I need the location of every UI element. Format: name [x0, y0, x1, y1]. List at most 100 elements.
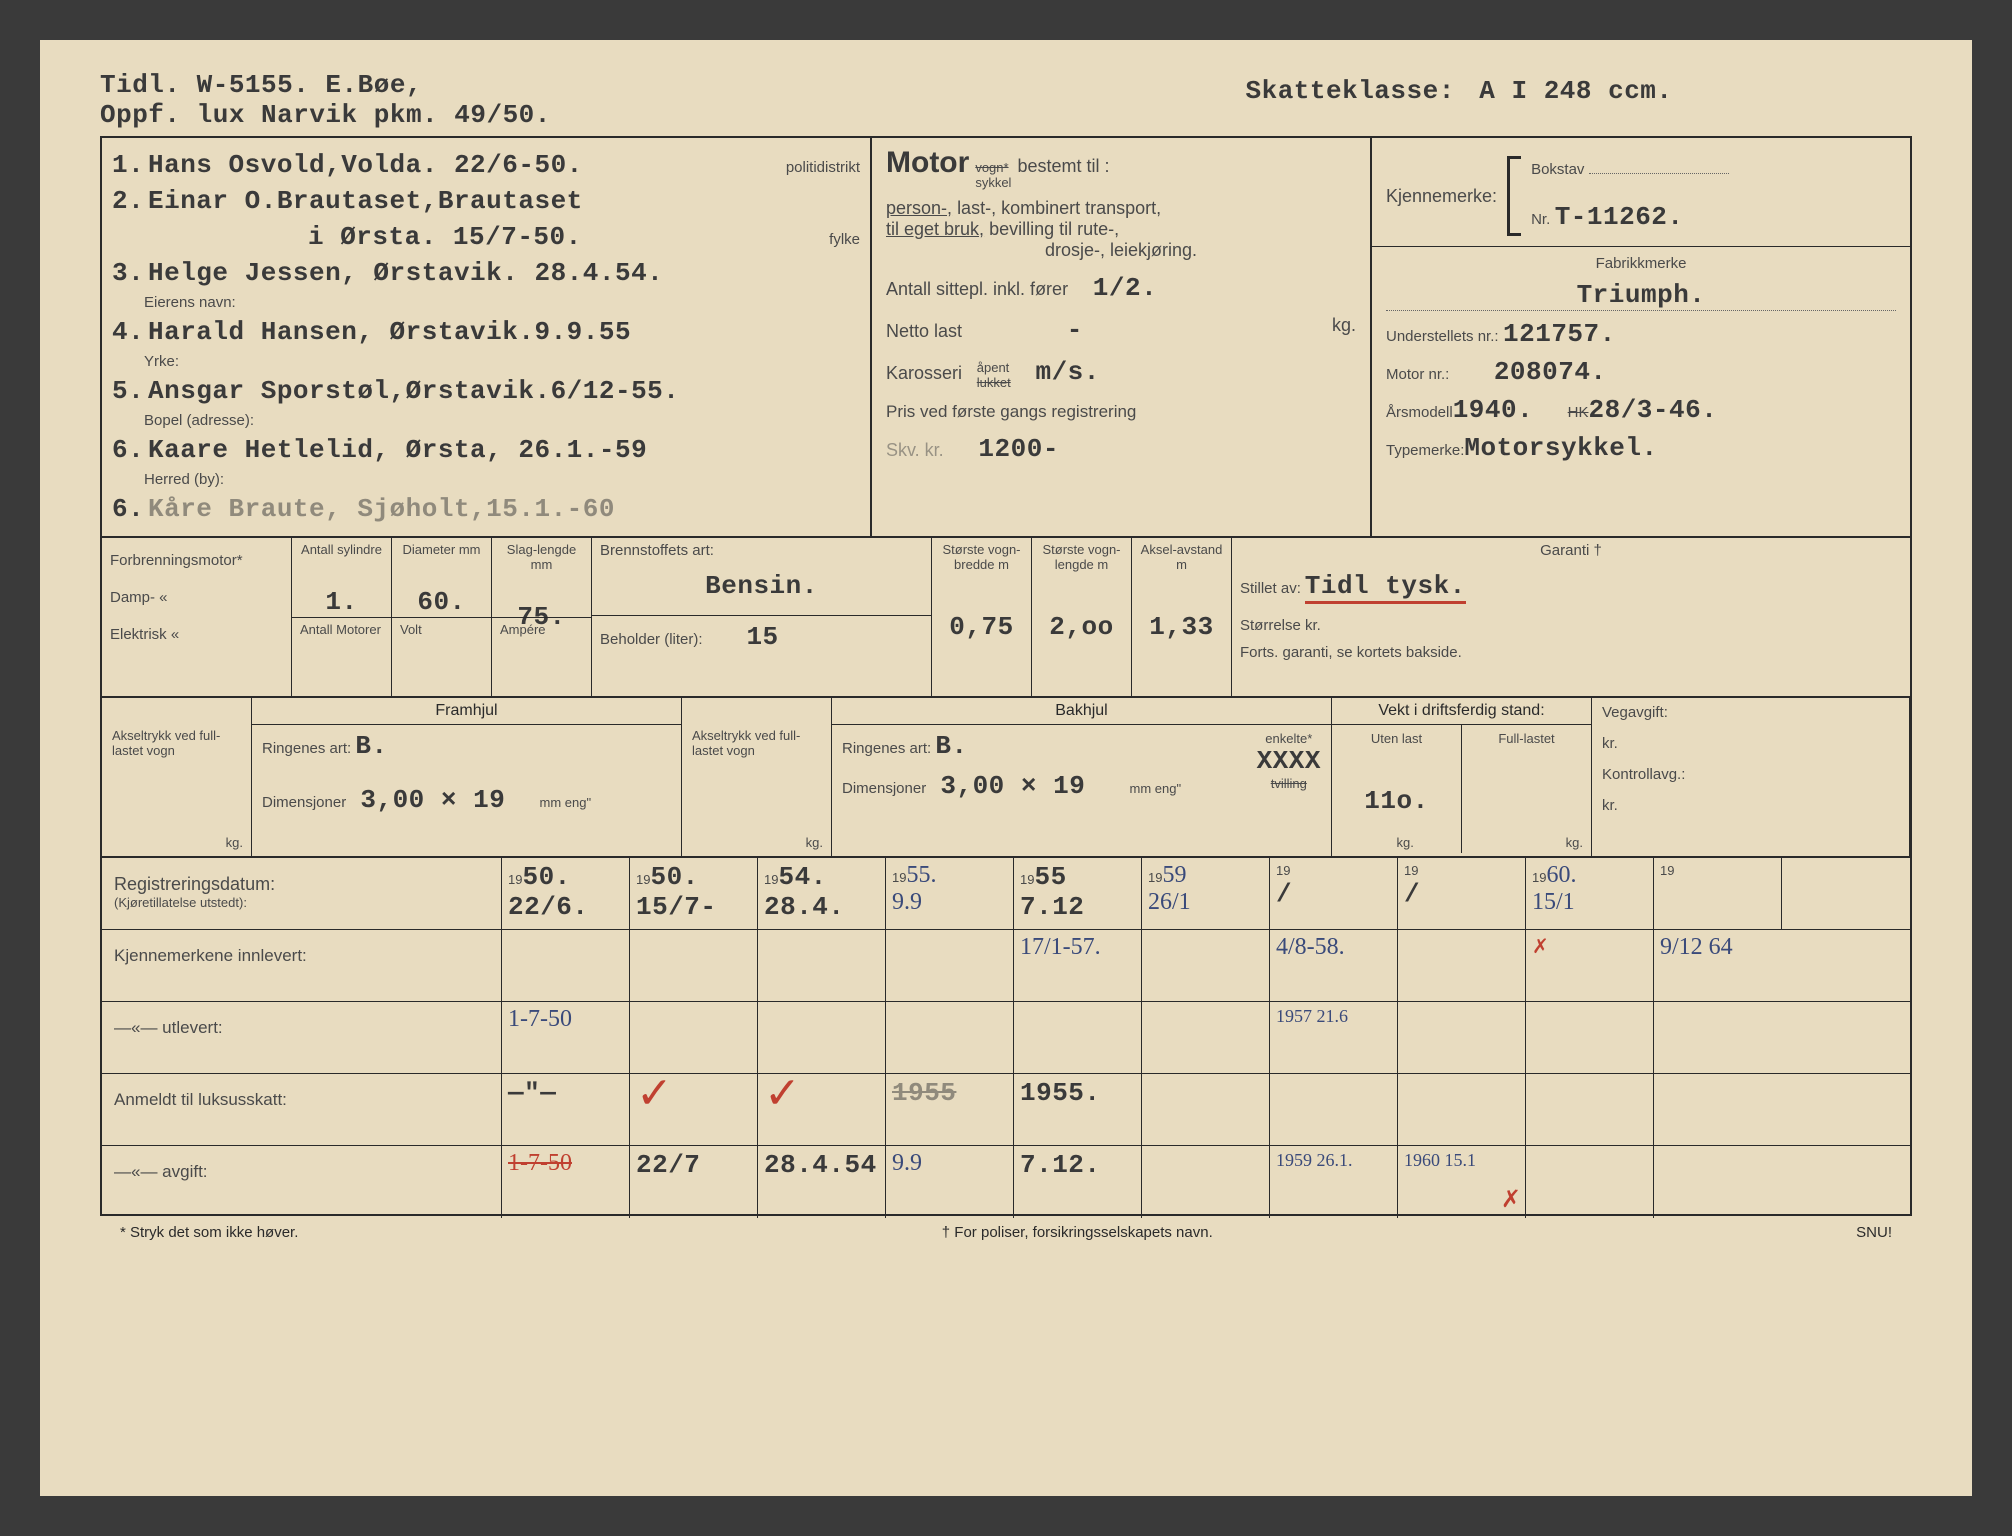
framhjul-head: Framhjul [252, 698, 681, 725]
diameter-label: Diameter mm [400, 542, 483, 557]
storrelse-label: Størrelse kr. [1240, 617, 1902, 634]
owner-label: Bopel (adresse): [144, 412, 860, 429]
owner-num: 6. [112, 494, 140, 524]
vehicle-id-column: Kjennemerke: Bokstav Nr. T-11262. Fabrik… [1372, 138, 1910, 536]
avgift-label: —«— avgift: [102, 1146, 502, 1218]
rv8: 15/1 [1532, 889, 1647, 916]
ki9: 9/12 64 [1660, 934, 1776, 961]
forbrennings: Forbrenningsmotor* [110, 552, 283, 569]
bestemt: bestemt til : [1017, 156, 1109, 177]
bakhjul-head: Bakhjul [832, 698, 1331, 725]
anmeldt-row: Anmeldt til luksusskatt: —"— ✓ ✓ 1955 19… [102, 1074, 1910, 1146]
slaglengde-label: Slag-lengde mm [500, 542, 583, 572]
dim-b-val: 3,00 × 19 [940, 771, 1085, 801]
dim-f-val: 3,00 × 19 [360, 785, 505, 815]
kjenn-inn-label: Kjennemerkene innlevert: [102, 930, 502, 1001]
pris-label: Pris ved første gangs registrering [886, 402, 1356, 422]
uten-label: Uten last [1338, 731, 1455, 746]
bokstav: Bokstav [1531, 161, 1584, 178]
an4: 1955. [1020, 1078, 1135, 1108]
motor-title: Motor [886, 146, 969, 180]
understell-val: 121757. [1503, 319, 1616, 349]
mmeng-f: mm eng" [539, 795, 591, 810]
typemerke-label: Typemerke: [1386, 442, 1464, 459]
y8: 60. [1546, 862, 1576, 888]
rv0: 22/6. [508, 892, 623, 922]
kjennemerke-label: Kjennemerke: [1386, 186, 1497, 207]
aksel-b-label: Akseltrykk ved full-lastet vogn [692, 728, 821, 758]
footnote-right: SNU! [1856, 1224, 1892, 1241]
kg-fl: kg. [1566, 835, 1583, 850]
damp: Damp- « [110, 589, 283, 606]
y0: 50. [522, 862, 570, 892]
skatteklasse-label: Skatteklasse: [1245, 76, 1454, 106]
elektrisk: Elektrisk « [110, 626, 283, 643]
header-line2: Oppf. lux Narvik pkm. 49/50. [100, 100, 1006, 130]
anmeldt-label: Anmeldt til luksusskatt: [102, 1074, 502, 1145]
sykkel: sykkel [975, 175, 1011, 190]
aksel-f-label: Akseltrykk ved full-lastet vogn [112, 728, 241, 758]
uten-val: 11o. [1338, 786, 1455, 816]
main-box: 1.Hans Osvold,Volda. 22/6-50.politidistr… [100, 136, 1912, 536]
owner-text: Hans Osvold,Volda. 22/6-50. [148, 150, 583, 180]
owner-suffix: fylke [829, 231, 860, 248]
ampere: Ampére [492, 617, 591, 696]
beholder-label: Beholder (liter): [600, 631, 703, 648]
rv3: 9.9 [892, 889, 1007, 916]
skv-label: Skv. kr. [886, 440, 944, 460]
reg-label: Registreringsdatum: [114, 874, 489, 895]
xxxx: XXXX [1257, 746, 1321, 776]
rv1: 15/7- [636, 892, 751, 922]
owner-num: 4. [112, 317, 140, 347]
owner-text: Ansgar Sporstøl,Ørstavik.6/12-55. [148, 376, 679, 406]
netto-val: - [1067, 315, 1083, 345]
bredde-label: Største vogn-bredde m [940, 542, 1023, 572]
owner-text: Harald Hansen, Ørstavik.9.9.55 [148, 317, 631, 347]
owner-label: Herred (by): [144, 471, 860, 488]
enkelte: enkelte* [1257, 731, 1321, 746]
owner-text: Kaare Hetlelid, Ørsta, 26.1.-59 [148, 435, 647, 465]
vekt-head: Vekt i driftsferdig stand: [1332, 698, 1591, 725]
motor-bevilling: bevilling til rute-, [989, 219, 1119, 239]
lengde-val: 2,oo [1040, 612, 1123, 642]
vogn-struck: vogn* [975, 160, 1011, 175]
ring-f-label: Ringenes art: [262, 740, 351, 757]
netto-unit: kg. [1332, 315, 1356, 336]
ki7: 4/8-58. [1276, 934, 1391, 961]
y5: 59 [1162, 862, 1186, 888]
forts-label: Forts. garanti, se kortets bakside. [1240, 644, 1902, 661]
antall-syl-label: Antall sylindre [300, 542, 383, 557]
reg-sub: (Kjøretillatelse utstedt): [114, 895, 489, 910]
owner-text: Einar O.Brautaset,Brautaset [148, 186, 583, 216]
garanti-label: Garanti † [1240, 542, 1902, 559]
hk-val: 28/3-46. [1589, 395, 1718, 425]
header-line1: Tidl. W-5155. E.Bøe, [100, 70, 1006, 100]
av0: 1-7-50 [508, 1150, 623, 1177]
ut0: 1-7-50 [508, 1006, 623, 1033]
kg-u: kg. [1397, 835, 1414, 850]
footnote-mid: † For poliser, forsikringsselskapets nav… [942, 1224, 1213, 1241]
arsmodell-label: Årsmodell [1386, 404, 1453, 421]
registration-card: Tidl. W-5155. E.Bøe, Oppf. lux Narvik pk… [40, 40, 1972, 1496]
ring-b-val: B. [935, 731, 967, 761]
vegavgift: Vegavgift: [1602, 704, 1899, 721]
kr1: kr. [1602, 735, 1899, 752]
kr2: kr. [1602, 797, 1899, 814]
ring-f-val: B. [355, 731, 387, 761]
stillet-val: Tidl tysk. [1305, 571, 1466, 604]
volt: Volt [392, 617, 491, 696]
motor-column: Motor vogn* sykkel bestemt til : person-… [872, 138, 1372, 536]
karosseri-label: Karosseri [886, 363, 962, 383]
reg-row: Registreringsdatum:(Kjøretillatelse utst… [102, 858, 1910, 930]
tvilling: tvilling [1257, 776, 1321, 791]
typemerke-val: Motorsykkel. [1464, 433, 1657, 463]
y4: 55 [1034, 862, 1066, 892]
rv2: 28.4. [764, 892, 879, 922]
an3: 1955 [892, 1078, 1007, 1108]
motor-drosje: drosje-, leiekjøring. [886, 240, 1356, 261]
owner-num: 6. [112, 435, 140, 465]
av7: 1959 26.1. [1276, 1150, 1391, 1171]
rv6: / [1276, 879, 1391, 909]
utlevert-label: —«— utlevert: [102, 1002, 502, 1073]
owner-num: 2. [112, 186, 140, 216]
